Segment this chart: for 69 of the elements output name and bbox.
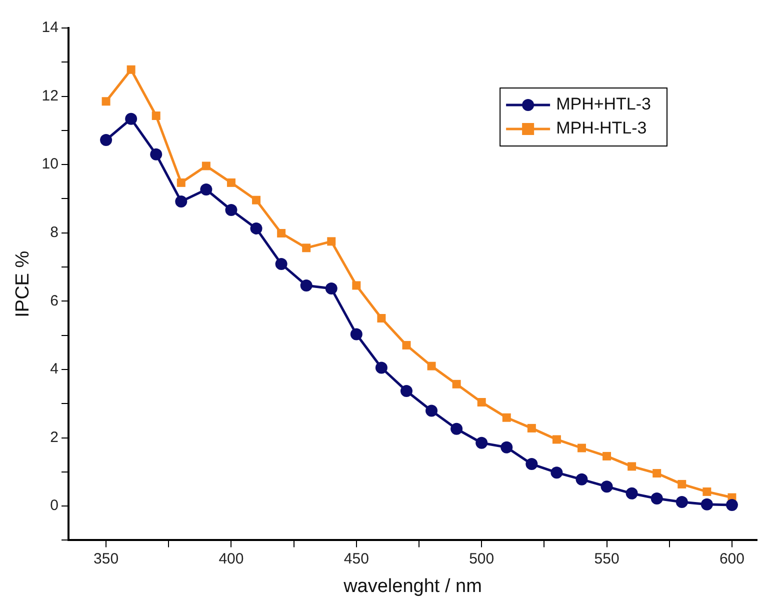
point — [476, 436, 488, 449]
point — [226, 178, 236, 187]
point — [550, 466, 563, 479]
point — [700, 498, 713, 510]
point — [152, 112, 160, 120]
x-axis-title: wavelenght / nm — [342, 576, 482, 597]
y-tick-label: 0 — [50, 497, 58, 514]
x-tick-label: 400 — [218, 550, 244, 568]
point — [502, 413, 511, 422]
point — [300, 279, 312, 292]
point — [277, 228, 286, 238]
point — [202, 162, 210, 170]
point — [325, 282, 338, 295]
point — [678, 480, 686, 488]
y-tick-label: 2 — [50, 428, 58, 446]
point — [427, 362, 436, 370]
x-tick-label: 450 — [344, 550, 369, 568]
legend-label: MPH+HTL-3 — [556, 94, 651, 114]
point — [626, 487, 638, 500]
point — [275, 258, 288, 270]
point — [150, 148, 162, 160]
point — [426, 404, 438, 417]
point — [578, 444, 586, 452]
point — [526, 458, 538, 470]
y-tick-label: 6 — [50, 292, 58, 310]
point — [600, 480, 613, 493]
point — [176, 178, 186, 187]
point — [252, 196, 261, 204]
point — [650, 492, 663, 505]
point — [477, 398, 486, 406]
legend-label: MPH-HTL-3 — [556, 118, 647, 138]
point — [450, 422, 463, 435]
point — [602, 452, 612, 460]
point — [125, 112, 138, 125]
point — [175, 195, 188, 208]
point — [327, 237, 336, 246]
point — [702, 487, 712, 496]
point — [100, 134, 112, 146]
y-tick-label: 14 — [42, 19, 58, 36]
point — [377, 314, 386, 322]
point — [200, 184, 212, 196]
point — [350, 328, 362, 340]
x-tick-label: 350 — [94, 550, 119, 568]
point — [400, 384, 412, 397]
point — [726, 499, 738, 512]
point — [628, 462, 636, 471]
x-tick-label: 600 — [719, 550, 744, 568]
point — [500, 441, 513, 454]
point — [452, 380, 461, 388]
x-tick-label: 500 — [469, 550, 494, 568]
x-tick-label: 550 — [594, 550, 620, 568]
point — [126, 65, 136, 74]
y-axis-title: IPCE % — [12, 250, 34, 318]
point — [552, 435, 561, 444]
point — [352, 281, 361, 290]
point — [527, 424, 536, 432]
point — [302, 244, 311, 252]
point — [375, 362, 388, 374]
y-tick-label: 10 — [42, 156, 58, 173]
y-tick-label: 4 — [50, 360, 58, 378]
point — [250, 222, 262, 234]
point — [102, 97, 110, 106]
point — [225, 204, 238, 216]
y-tick-label: 8 — [50, 224, 58, 242]
point — [652, 469, 662, 478]
point — [402, 340, 411, 350]
point — [676, 496, 688, 508]
y-tick-label: 12 — [42, 87, 58, 104]
point — [576, 473, 588, 486]
